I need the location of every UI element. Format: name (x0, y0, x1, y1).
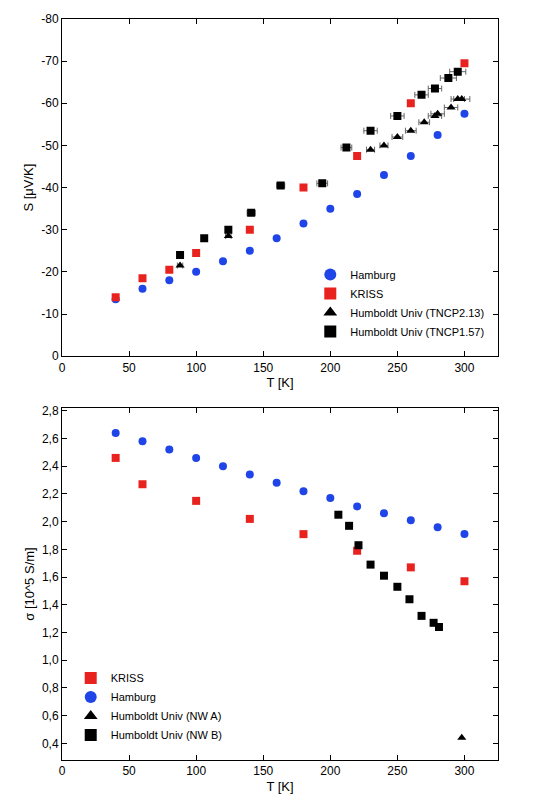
svg-text:200: 200 (320, 361, 340, 375)
svg-text:-60: -60 (41, 96, 59, 110)
svg-text:0,4: 0,4 (42, 737, 59, 751)
svg-text:Humboldt Univ (NW A): Humboldt Univ (NW A) (111, 710, 222, 722)
svg-text:200: 200 (320, 764, 340, 778)
svg-text:150: 150 (253, 764, 273, 778)
svg-text:T [K]: T [K] (266, 779, 293, 794)
svg-text:2,0: 2,0 (42, 515, 59, 529)
svg-text:-10: -10 (41, 307, 59, 321)
svg-text:1,2: 1,2 (42, 626, 59, 640)
svg-text:-50: -50 (41, 139, 59, 153)
svg-text:T [K]: T [K] (266, 375, 293, 390)
svg-text:-80: -80 (41, 12, 59, 26)
svg-text:2,4: 2,4 (42, 459, 59, 473)
svg-text:1,0: 1,0 (42, 653, 59, 667)
svg-text:Humboldt Univ (TNCP1.57): Humboldt Univ (TNCP1.57) (350, 326, 484, 338)
svg-text:0: 0 (59, 361, 66, 375)
svg-text:-30: -30 (41, 223, 59, 237)
svg-text:2,2: 2,2 (42, 487, 59, 501)
svg-text:Humboldt Univ (TNCP2.13): Humboldt Univ (TNCP2.13) (350, 307, 484, 319)
svg-text:KRISS: KRISS (111, 672, 144, 684)
svg-text:100: 100 (186, 764, 206, 778)
svg-text:250: 250 (387, 361, 407, 375)
svg-text:1,8: 1,8 (42, 543, 59, 557)
svg-text:2,8: 2,8 (42, 404, 59, 418)
svg-text:300: 300 (454, 764, 474, 778)
svg-text:100: 100 (186, 361, 206, 375)
svg-text:-70: -70 (41, 54, 59, 68)
svg-text:300: 300 (454, 361, 474, 375)
svg-text:KRISS: KRISS (350, 288, 383, 300)
svg-text:-20: -20 (41, 265, 59, 279)
svg-text:-40: -40 (41, 181, 59, 195)
svg-text:1,4: 1,4 (42, 598, 59, 612)
svg-text:1,6: 1,6 (42, 570, 59, 584)
svg-text:Humboldt Univ (NW B): Humboldt Univ (NW B) (111, 729, 222, 741)
svg-text:50: 50 (122, 361, 136, 375)
svg-text:0: 0 (52, 349, 59, 363)
svg-text:0: 0 (59, 764, 66, 778)
svg-text:2,6: 2,6 (42, 432, 59, 446)
svg-text:σ [10^5 S/m]: σ [10^5 S/m] (22, 547, 37, 620)
svg-text:0,6: 0,6 (42, 709, 59, 723)
svg-text:0,8: 0,8 (42, 681, 59, 695)
svg-text:S [μV/K]: S [μV/K] (21, 164, 36, 212)
svg-text:Hamburg: Hamburg (350, 269, 395, 281)
svg-text:250: 250 (387, 764, 407, 778)
svg-text:Hamburg: Hamburg (111, 691, 156, 703)
svg-text:50: 50 (122, 764, 136, 778)
svg-text:150: 150 (253, 361, 273, 375)
